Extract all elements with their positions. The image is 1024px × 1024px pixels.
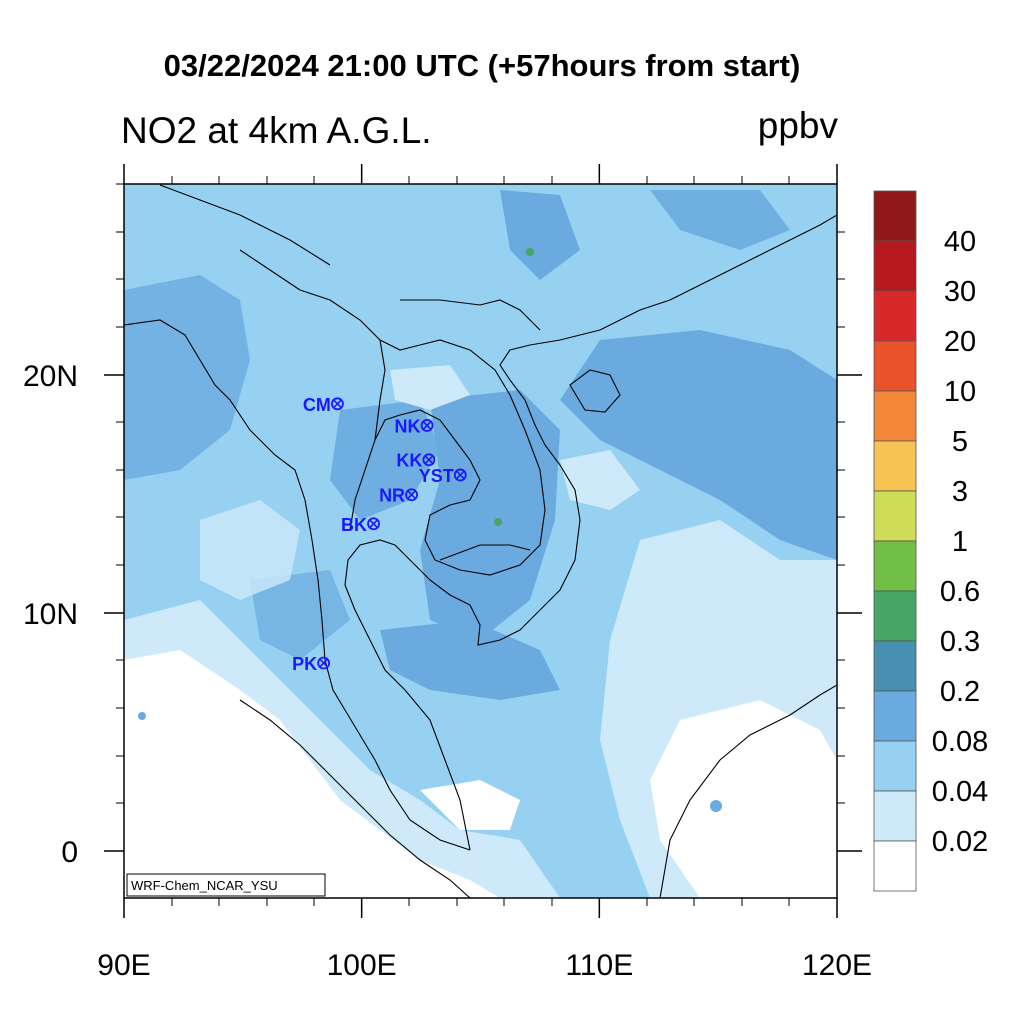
station-cross	[455, 470, 465, 480]
colorbar-swatch	[873, 740, 917, 792]
colorbar-label: 10	[944, 376, 976, 408]
x-tick-label: 120E	[802, 949, 872, 982]
station-marker-icon	[453, 468, 467, 482]
station-label: BK	[341, 515, 367, 535]
colorbar-swatch	[873, 590, 917, 642]
colorbar-swatch	[873, 240, 917, 292]
field-spot-4	[138, 712, 146, 720]
field-white-java-sea	[420, 780, 520, 830]
colorbar: 40 30 20 10 5 3 1 0.6 0.3 0.2 0.08 0.04 0.02	[873, 190, 988, 892]
field-patch-scs	[560, 330, 837, 560]
units-label: ppbv	[757, 105, 838, 146]
station-label: NR	[379, 486, 405, 506]
station-cross	[422, 420, 432, 430]
colorbar-label: 3	[952, 476, 968, 508]
y-tick-label: 0	[61, 836, 78, 869]
colorbar-label: 0.04	[932, 776, 988, 808]
colorbar-swatch	[873, 440, 917, 492]
model-credit: WRF-Chem_NCAR_YSU	[131, 878, 278, 893]
colorbar-label: 0.2	[940, 676, 980, 708]
colorbar-swatch	[873, 490, 917, 542]
station-marker-icon	[367, 517, 380, 531]
station-label: CM	[303, 395, 331, 415]
colorbar-label: 0.3	[940, 626, 980, 658]
station-cross	[407, 490, 417, 500]
station-cross	[319, 658, 329, 668]
plot-title: 03/22/2024 21:00 UTC (+57hours from star…	[163, 48, 801, 83]
colorbar-swatch	[873, 790, 917, 842]
field-patch-gulf	[380, 620, 560, 700]
colorbar-label: 20	[944, 326, 976, 358]
colorbar-swatch	[873, 190, 917, 242]
station-cm: CM	[303, 395, 344, 415]
x-tick-label: 90E	[97, 949, 150, 982]
x-tick-label: 110E	[565, 949, 633, 982]
colorbar-label: 0.02	[932, 826, 988, 858]
station-marker-icon	[420, 419, 434, 432]
station-marker-icon	[422, 453, 436, 467]
station-bk: BK	[341, 515, 380, 535]
colorbar-label: 40	[944, 226, 976, 258]
colorbar-label: 1	[952, 526, 968, 558]
field-north	[124, 184, 837, 330]
colorbar-swatch	[873, 840, 917, 892]
field-patch-south-china	[650, 190, 790, 250]
colorbar-swatch	[873, 290, 917, 342]
station-pk: PK	[292, 654, 331, 674]
colorbar-swatch	[873, 390, 917, 442]
colorbar-swatch	[873, 690, 917, 742]
minor-ticks	[116, 176, 845, 906]
station-label: KK	[396, 451, 422, 471]
colorbar-label: 5	[952, 426, 968, 458]
map-frame	[123, 183, 838, 899]
credit-box	[126, 873, 326, 897]
variable-label: NO2 at 4km A.G.L.	[121, 110, 432, 151]
field-patch-myanmar	[124, 275, 250, 480]
colorbar-swatch	[873, 640, 917, 692]
station-cross	[424, 455, 434, 465]
station-nk: NK	[395, 416, 434, 436]
station-yst: YST	[419, 466, 467, 486]
field-pale-laos	[390, 365, 470, 410]
field-spot-3	[710, 800, 722, 812]
station-cross	[369, 519, 379, 529]
field-pale-vietnam	[560, 450, 640, 510]
station-label: NK	[395, 416, 421, 436]
station-kk: KK	[396, 451, 436, 471]
field-pale-bay	[200, 500, 300, 600]
axis-ticks: 90E 100E 110E 120E 20N 10N 0	[23, 164, 872, 982]
colorbar-label: 30	[944, 276, 976, 308]
field-white-borneo	[650, 700, 837, 898]
x-tick-label: 100E	[327, 949, 397, 982]
station-label: YST	[419, 466, 454, 486]
y-tick-label: 20N	[23, 360, 78, 393]
field-patch-indochina	[420, 390, 560, 640]
coastlines	[124, 184, 837, 898]
no2-field	[124, 184, 837, 898]
field-patch-andaman	[250, 570, 350, 660]
station-label: PK	[292, 654, 317, 674]
field-white-sumatra	[124, 650, 500, 898]
station-nr: NR	[379, 486, 418, 506]
field-patch-yunnan	[500, 190, 580, 280]
station-cross	[332, 399, 342, 409]
station-marker-icon	[405, 488, 418, 502]
colorbar-swatch	[873, 340, 917, 392]
colorbar-label: 0.08	[932, 726, 988, 758]
field-spot-2	[494, 518, 502, 526]
station-marker-icon	[331, 397, 344, 411]
field-spot-1	[526, 248, 534, 256]
y-tick-label: 10N	[23, 598, 78, 631]
station-marker-icon	[317, 656, 331, 670]
colorbar-swatch	[873, 540, 917, 592]
colorbar-label: 0.6	[940, 576, 980, 608]
